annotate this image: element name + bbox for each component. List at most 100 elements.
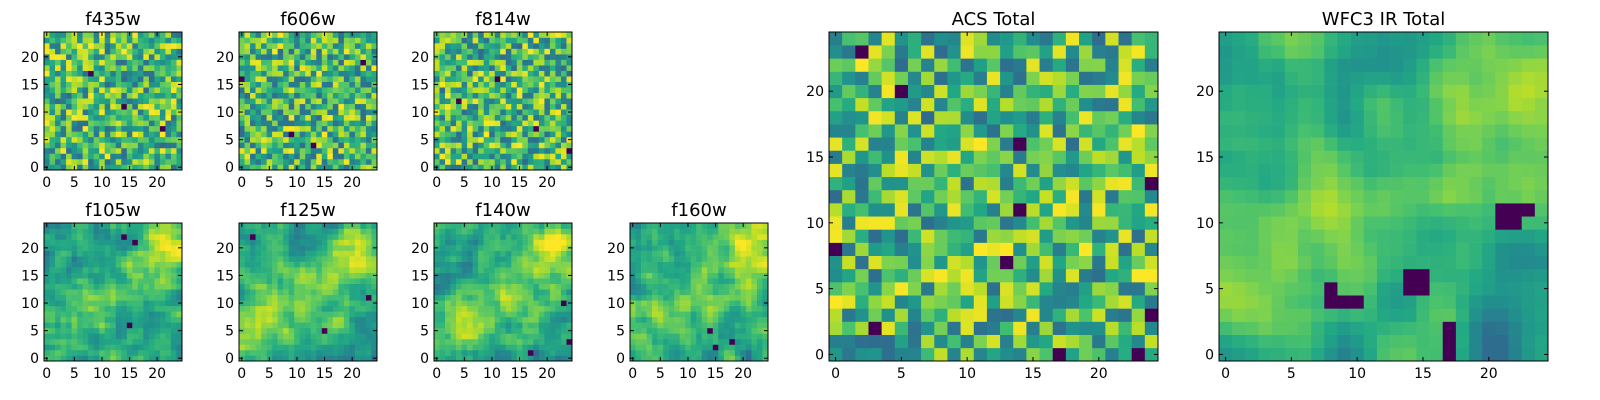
heatmap-cell xyxy=(349,338,356,345)
heatmap-cell xyxy=(450,344,457,351)
heatmap-cell xyxy=(762,239,769,246)
heatmap-cell xyxy=(126,87,133,94)
heatmap-cell xyxy=(121,355,128,362)
heatmap-cell xyxy=(505,311,512,318)
heatmap-cell xyxy=(110,103,117,110)
heatmap-cell xyxy=(762,250,769,257)
heatmap-cell xyxy=(494,338,501,345)
heatmap-cell xyxy=(60,54,67,60)
heatmap-cell xyxy=(461,278,468,285)
heatmap-cell xyxy=(842,150,856,164)
heatmap-cell xyxy=(500,245,507,251)
panel-title: f140w xyxy=(475,200,530,221)
x-tick-label: 20 xyxy=(343,175,361,191)
heatmap-cell xyxy=(176,92,183,99)
heatmap-cell xyxy=(533,153,540,160)
heatmap-cell xyxy=(82,272,89,279)
heatmap-cell xyxy=(360,103,367,110)
heatmap-cell xyxy=(674,261,680,268)
heatmap-cell xyxy=(283,70,289,77)
heatmap-cell xyxy=(343,234,350,240)
heatmap-cell xyxy=(66,272,72,279)
heatmap-cell xyxy=(489,289,496,296)
heatmap-cell xyxy=(137,344,144,351)
axes-frame xyxy=(43,222,183,362)
heatmap-cell xyxy=(489,294,496,301)
heatmap-cell xyxy=(1000,334,1014,349)
heatmap-cell xyxy=(467,98,473,105)
heatmap-cell xyxy=(165,131,172,138)
heatmap-cell xyxy=(332,125,339,132)
heatmap-cell xyxy=(176,322,183,329)
heatmap-cell xyxy=(170,234,177,240)
heatmap-cell xyxy=(365,136,372,143)
heatmap-cell xyxy=(511,327,518,334)
heatmap-cell xyxy=(489,300,496,307)
heatmap-cell xyxy=(707,327,714,334)
heatmap-cell xyxy=(272,278,278,285)
heatmap-cell xyxy=(712,322,719,329)
heatmap-cell xyxy=(538,267,545,273)
heatmap-cell xyxy=(516,228,523,235)
heatmap-cell xyxy=(560,54,567,60)
heatmap-cell xyxy=(439,349,446,356)
heatmap-cell xyxy=(176,125,183,132)
heatmap-cell xyxy=(560,65,567,71)
heatmap-cell xyxy=(82,311,89,318)
heatmap-cell xyxy=(121,239,128,246)
heatmap-cell xyxy=(756,278,763,285)
heatmap-cell xyxy=(360,120,367,127)
heatmap-cell xyxy=(310,234,317,240)
heatmap-cell xyxy=(66,59,72,66)
heatmap-cell xyxy=(533,131,540,138)
heatmap-cell xyxy=(250,109,256,116)
heatmap-cell xyxy=(478,256,484,262)
heatmap-cell xyxy=(1079,282,1093,296)
heatmap-cell xyxy=(165,136,172,143)
heatmap-cell xyxy=(1144,255,1159,270)
heatmap-cell xyxy=(494,164,501,171)
heatmap-cell xyxy=(60,92,67,99)
heatmap-cell xyxy=(354,43,361,49)
heatmap-cell xyxy=(110,48,117,55)
heatmap-cell xyxy=(266,136,273,143)
heatmap-cell xyxy=(500,305,507,312)
heatmap-cell xyxy=(762,283,769,290)
heatmap-cell xyxy=(505,322,512,329)
heatmap-cell xyxy=(110,98,117,105)
heatmap-cell xyxy=(121,234,128,240)
heatmap-cell xyxy=(538,114,545,121)
heatmap-cell xyxy=(244,136,251,143)
heatmap-cell xyxy=(450,333,457,340)
x-tick-label: 5 xyxy=(460,175,469,191)
heatmap-cell xyxy=(360,344,367,351)
heatmap-cell xyxy=(244,109,251,116)
heatmap-cell xyxy=(310,344,317,351)
heatmap-cell xyxy=(483,305,490,312)
heatmap-cell xyxy=(88,228,94,235)
heatmap-cell xyxy=(549,294,556,301)
heatmap-cell xyxy=(489,70,496,77)
heatmap-cell xyxy=(261,114,267,121)
heatmap-cell xyxy=(132,338,139,345)
heatmap-cell xyxy=(283,223,289,229)
heatmap-cell xyxy=(250,136,256,143)
heatmap-cell xyxy=(272,333,278,340)
heatmap-cell xyxy=(115,344,122,351)
heatmap-cell xyxy=(137,300,144,307)
heatmap-cell xyxy=(1131,242,1146,257)
heatmap-cell xyxy=(701,327,708,334)
heatmap-cell xyxy=(126,261,133,268)
heatmap-cell xyxy=(467,37,473,44)
heatmap-cell xyxy=(756,305,763,312)
heatmap-cell xyxy=(104,158,111,165)
heatmap-cell xyxy=(555,223,562,229)
heatmap-cell xyxy=(288,289,295,296)
heatmap-cell xyxy=(489,261,496,268)
heatmap-cell xyxy=(522,54,529,60)
x-tick-label: 10 xyxy=(679,366,697,382)
heatmap-cell xyxy=(472,294,479,301)
heatmap-cell xyxy=(165,311,172,318)
heatmap-cell xyxy=(277,278,284,285)
heatmap-cell xyxy=(360,267,367,273)
